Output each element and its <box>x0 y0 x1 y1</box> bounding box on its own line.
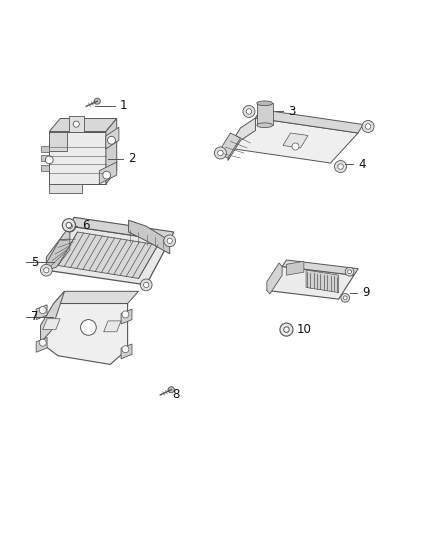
Circle shape <box>338 164 343 169</box>
Circle shape <box>280 323 293 336</box>
Polygon shape <box>106 127 119 149</box>
Circle shape <box>284 327 289 333</box>
Polygon shape <box>46 239 70 270</box>
Polygon shape <box>99 162 117 184</box>
Polygon shape <box>41 292 64 343</box>
Circle shape <box>67 223 72 229</box>
Polygon shape <box>228 118 255 160</box>
Text: 5: 5 <box>31 256 39 269</box>
Circle shape <box>348 270 352 273</box>
Text: 1: 1 <box>120 99 127 112</box>
Circle shape <box>362 120 374 133</box>
Circle shape <box>81 320 96 335</box>
Ellipse shape <box>257 123 272 127</box>
Polygon shape <box>46 226 170 285</box>
Circle shape <box>246 109 252 114</box>
Circle shape <box>40 264 52 276</box>
Polygon shape <box>49 132 67 151</box>
Polygon shape <box>41 303 127 365</box>
Circle shape <box>343 296 347 300</box>
Polygon shape <box>267 266 354 299</box>
Circle shape <box>62 219 75 232</box>
Polygon shape <box>228 118 358 163</box>
Circle shape <box>215 147 226 159</box>
Circle shape <box>94 98 100 104</box>
Polygon shape <box>283 133 308 148</box>
Polygon shape <box>49 184 82 192</box>
Polygon shape <box>69 116 84 132</box>
Circle shape <box>292 143 299 150</box>
Circle shape <box>341 294 350 302</box>
Polygon shape <box>41 146 49 151</box>
Text: 8: 8 <box>173 389 180 401</box>
Circle shape <box>122 311 129 318</box>
Polygon shape <box>41 155 49 161</box>
Polygon shape <box>306 270 339 293</box>
Text: 6: 6 <box>82 219 89 232</box>
Polygon shape <box>53 292 138 303</box>
Polygon shape <box>49 118 117 132</box>
Polygon shape <box>36 305 47 320</box>
Circle shape <box>103 171 111 179</box>
Text: 10: 10 <box>297 323 311 336</box>
Text: 9: 9 <box>363 286 370 299</box>
Circle shape <box>335 160 346 173</box>
Circle shape <box>39 339 46 346</box>
Circle shape <box>44 268 49 273</box>
Circle shape <box>46 156 53 164</box>
Polygon shape <box>58 232 158 278</box>
Polygon shape <box>70 217 174 241</box>
Polygon shape <box>106 118 117 184</box>
Circle shape <box>39 306 46 313</box>
Polygon shape <box>218 133 240 158</box>
Circle shape <box>243 106 255 117</box>
Circle shape <box>108 136 116 144</box>
Circle shape <box>144 282 149 287</box>
Polygon shape <box>36 337 47 352</box>
Polygon shape <box>255 109 363 133</box>
Polygon shape <box>282 260 358 275</box>
Polygon shape <box>257 103 272 125</box>
Circle shape <box>167 238 173 244</box>
Text: 3: 3 <box>289 104 296 118</box>
Text: 2: 2 <box>128 152 136 165</box>
Circle shape <box>218 150 223 156</box>
Polygon shape <box>121 309 132 324</box>
Polygon shape <box>121 344 132 359</box>
Polygon shape <box>49 132 106 184</box>
Circle shape <box>164 235 176 247</box>
Ellipse shape <box>257 101 272 106</box>
Circle shape <box>140 279 152 291</box>
Text: 7: 7 <box>31 310 39 323</box>
Circle shape <box>73 121 79 127</box>
Polygon shape <box>267 263 282 294</box>
Text: 4: 4 <box>358 158 366 171</box>
Circle shape <box>122 346 129 353</box>
Polygon shape <box>46 226 70 270</box>
Circle shape <box>66 222 71 228</box>
Circle shape <box>345 268 354 276</box>
Circle shape <box>64 220 76 232</box>
Polygon shape <box>104 321 121 332</box>
Polygon shape <box>286 261 304 275</box>
Polygon shape <box>43 319 60 329</box>
Polygon shape <box>129 220 170 254</box>
Polygon shape <box>41 165 49 171</box>
Circle shape <box>365 124 371 129</box>
Circle shape <box>168 387 174 393</box>
